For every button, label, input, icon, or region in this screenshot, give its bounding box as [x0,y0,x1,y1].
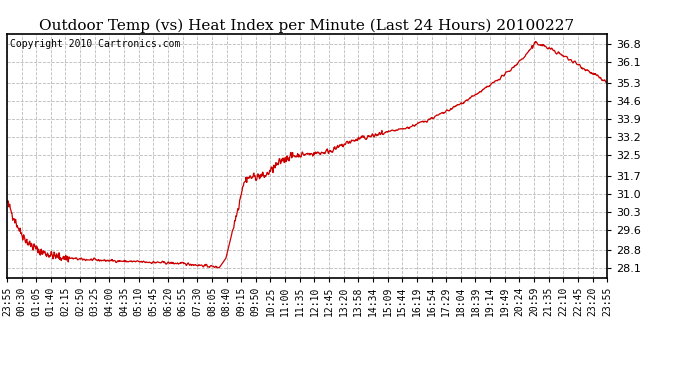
Text: Copyright 2010 Cartronics.com: Copyright 2010 Cartronics.com [10,39,180,49]
Title: Outdoor Temp (vs) Heat Index per Minute (Last 24 Hours) 20100227: Outdoor Temp (vs) Heat Index per Minute … [39,18,575,33]
